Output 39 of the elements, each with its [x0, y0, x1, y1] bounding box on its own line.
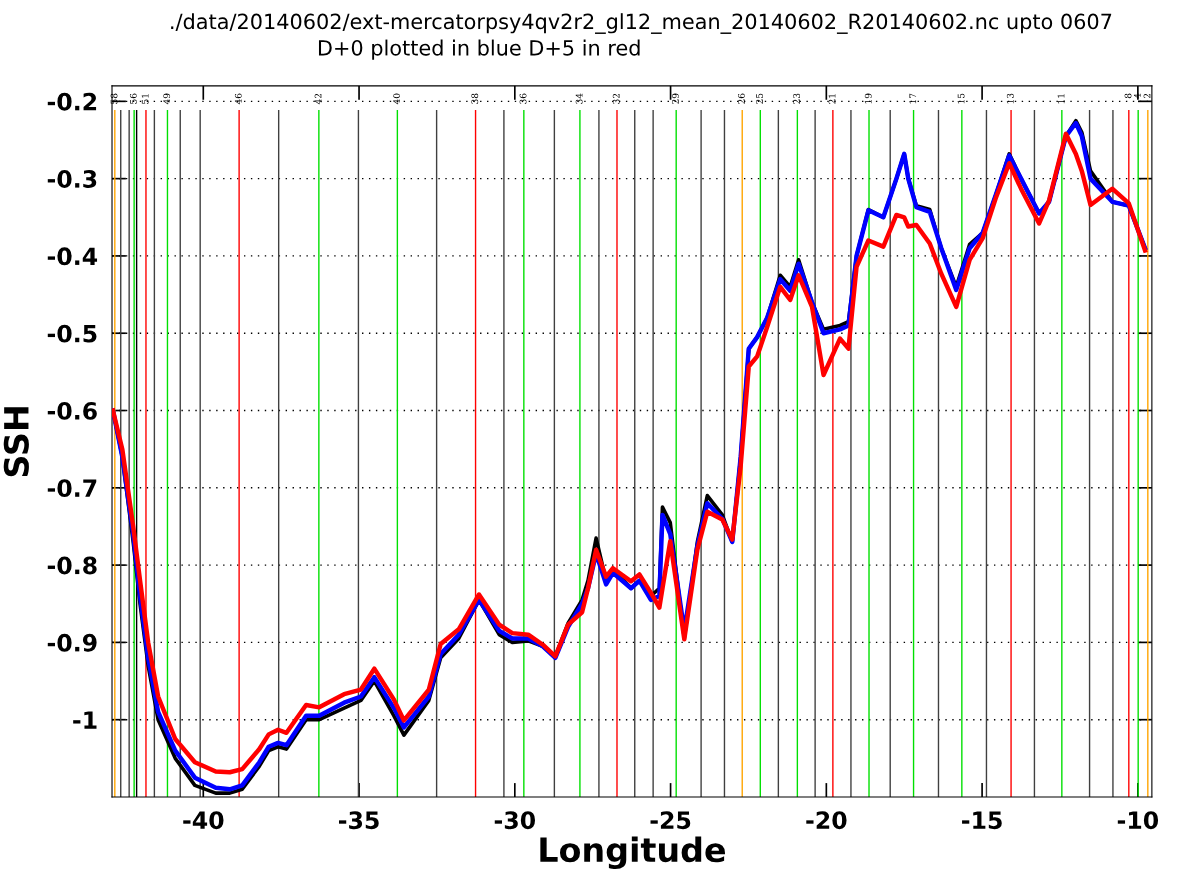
annotation: 15 [957, 93, 965, 104]
annotation: 29 [671, 93, 679, 104]
annotation: 11 [1057, 94, 1065, 104]
annotation: 56 [129, 93, 137, 104]
x-tick-label: -20 [806, 811, 847, 830]
chart-title: ./data/20140602/ext-mercatorpsy4qv2r2_gl12_mean_20140602_R20140602.nc upto 0607 [171, 13, 1112, 34]
y-axis-title: SSH [3, 407, 29, 477]
y-tick-label: -0.9 [47, 633, 97, 652]
x-tick-label: -30 [494, 811, 536, 830]
annotation: 46 [234, 93, 242, 105]
annotation: 21 [828, 94, 836, 104]
annotation: 8 [1124, 93, 1132, 99]
annotation: 34 [575, 93, 583, 104]
x-tick-label: -15 [962, 811, 1002, 830]
x-axis-title: Longitude [540, 836, 725, 870]
y-tick-label: -0.4 [47, 247, 98, 266]
annotation: 2 [1143, 93, 1151, 99]
annotation: 58 [110, 93, 118, 104]
y-tick-label: -0.5 [47, 324, 97, 343]
y-tick-label: -0.8 [47, 556, 97, 575]
annotation: 32 [612, 93, 620, 104]
x-tick-label: -35 [339, 811, 379, 830]
annotation: 51 [141, 94, 149, 104]
y-tick-label: -0.2 [47, 92, 97, 111]
x-tick-label: -25 [650, 811, 691, 830]
x-tick-label: -10 [1117, 811, 1159, 830]
y-tick-label: -1 [73, 711, 97, 729]
annotation: 49 [163, 93, 171, 105]
y-tick-label: -0.6 [47, 401, 97, 420]
y-tick-label: -0.7 [47, 479, 97, 498]
annotation: 40 [393, 93, 400, 105]
annotation: 23 [793, 93, 800, 104]
annotation: 38 [471, 93, 479, 104]
x-tick-label: -40 [183, 811, 224, 830]
chart-subtitle: D+0 plotted in blue D+5 in red [318, 39, 640, 60]
annotation: 25 [756, 93, 763, 104]
y-tick-label: -0.3 [47, 170, 97, 188]
annotation: 42 [314, 93, 322, 105]
annotation: 26 [738, 93, 745, 104]
